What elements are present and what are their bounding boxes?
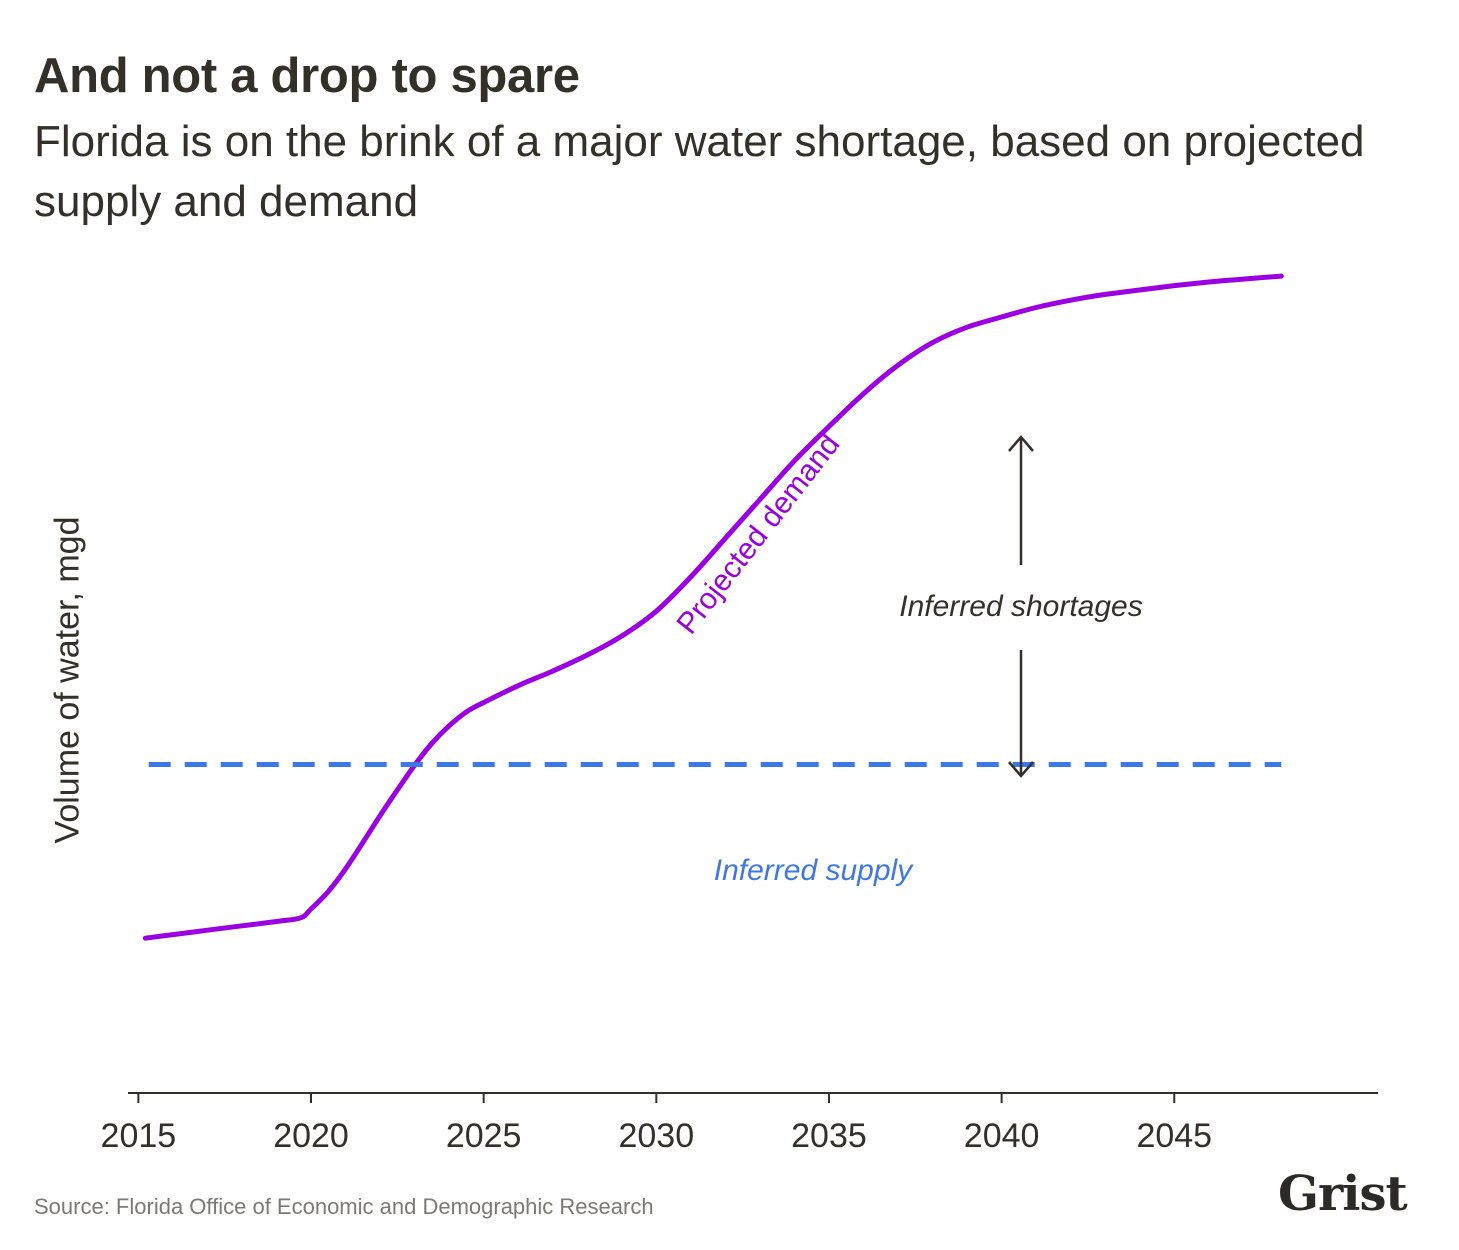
shortage-arrow-down-head	[1008, 761, 1034, 778]
demand-series-line	[142, 273, 1284, 941]
x-tick-label: 2045	[1136, 1117, 1212, 1155]
source-note: Source: Florida Office of Economic and D…	[34, 1194, 654, 1219]
chart-title: And not a drop to spare	[34, 49, 580, 103]
x-tick-label: 2015	[101, 1117, 177, 1155]
x-tick-label: 2030	[618, 1117, 694, 1155]
shortage-arrow-up-head	[1008, 435, 1034, 452]
chart-marks: 2015 2020 2025 2030 2035 2040 2045	[101, 273, 1378, 1155]
demand-series-label: Projected demand	[671, 428, 847, 640]
x-tick-label: 2040	[964, 1117, 1040, 1155]
x-tick-label: 2025	[446, 1117, 522, 1155]
grist-logo: Grist	[1278, 1166, 1408, 1222]
supply-series-label: Inferred supply	[714, 854, 914, 887]
x-tick-label: 2035	[791, 1117, 867, 1155]
chart-subtitle: Florida is on the brink of a major water…	[34, 117, 1365, 226]
x-tick-label: 2020	[273, 1117, 349, 1155]
shortage-annotation-label: Inferred shortages	[899, 590, 1142, 623]
